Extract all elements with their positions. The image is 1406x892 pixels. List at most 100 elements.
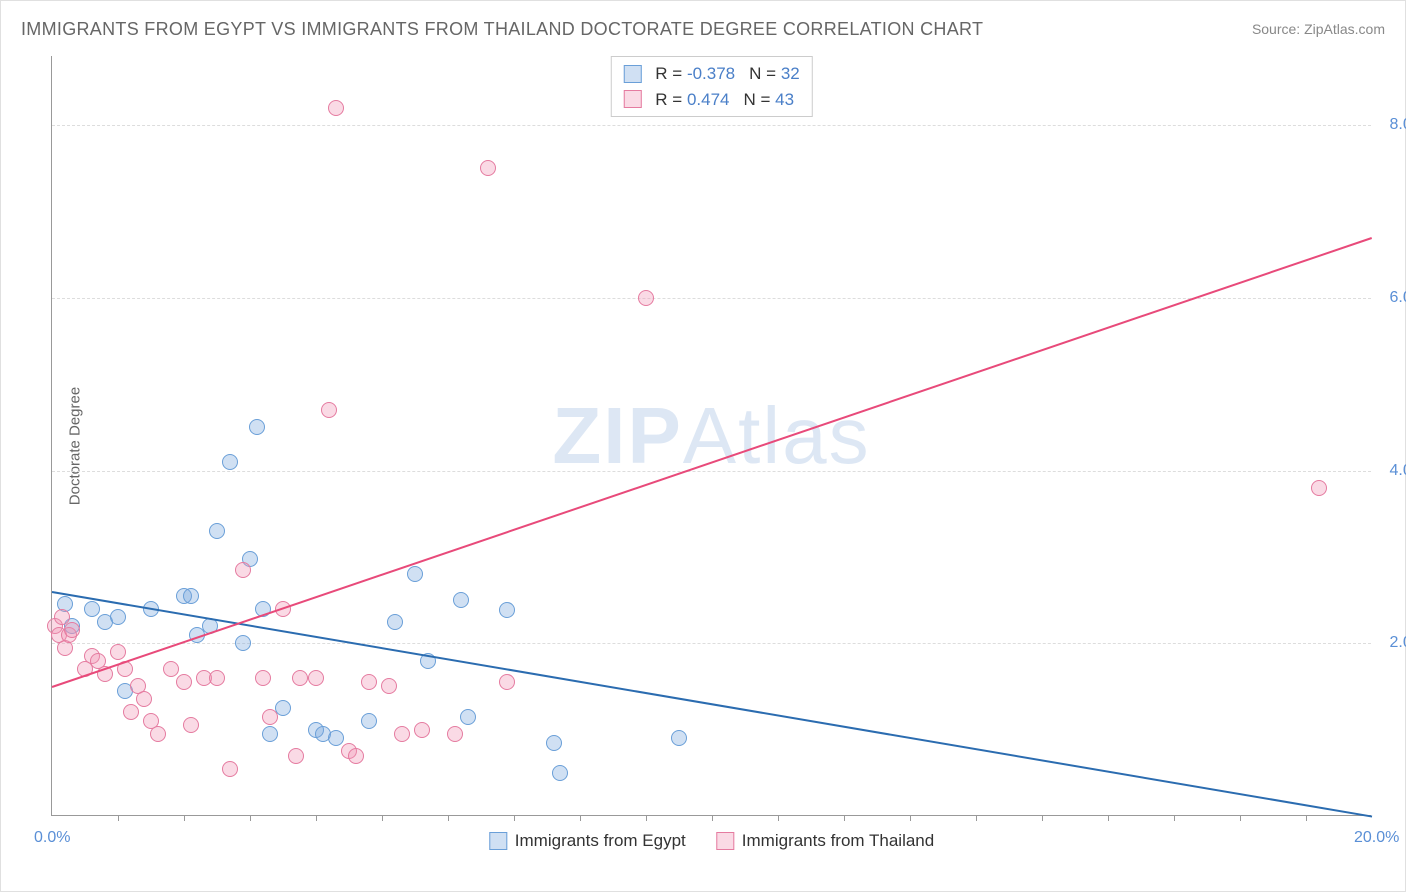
data-point [209, 670, 225, 686]
x-tick [316, 815, 317, 821]
data-point [235, 635, 251, 651]
data-point [262, 726, 278, 742]
data-point [499, 674, 515, 690]
data-point [136, 691, 152, 707]
stat-r-thailand: 0.474 [687, 90, 730, 109]
trend-line [52, 237, 1373, 688]
x-tick [514, 815, 515, 821]
data-point [288, 748, 304, 764]
data-point [123, 704, 139, 720]
data-point [328, 100, 344, 116]
legend-swatch-thailand [716, 832, 734, 850]
x-tick-label: 0.0% [34, 829, 70, 847]
x-tick [382, 815, 383, 821]
x-tick [1042, 815, 1043, 821]
data-point [84, 601, 100, 617]
data-point [394, 726, 410, 742]
data-point [552, 765, 568, 781]
data-point [183, 717, 199, 733]
stat-r-label-2: R = [655, 90, 682, 109]
data-point [381, 678, 397, 694]
grid-line [52, 298, 1371, 299]
x-tick [1108, 815, 1109, 821]
data-point [249, 419, 265, 435]
y-tick-label: 8.0% [1390, 116, 1406, 134]
chart-title: IMMIGRANTS FROM EGYPT VS IMMIGRANTS FROM… [21, 19, 983, 40]
watermark-bold: ZIP [552, 391, 682, 480]
stat-r-label: R = [655, 64, 682, 83]
y-tick-label: 4.0% [1390, 462, 1406, 480]
data-point [361, 674, 377, 690]
data-point [638, 290, 654, 306]
data-point [209, 523, 225, 539]
legend-item-thailand: Immigrants from Thailand [716, 831, 934, 851]
y-tick-label: 2.0% [1390, 634, 1406, 652]
x-tick [1174, 815, 1175, 821]
x-tick-label: 20.0% [1354, 829, 1399, 847]
data-point [321, 402, 337, 418]
data-point [361, 713, 377, 729]
x-tick [910, 815, 911, 821]
data-point [110, 609, 126, 625]
data-point [64, 622, 80, 638]
legend-label-thailand: Immigrants from Thailand [742, 831, 934, 851]
data-point [414, 722, 430, 738]
stats-row-thailand: R = 0.474 N = 43 [623, 87, 799, 113]
grid-line [52, 471, 1371, 472]
watermark: ZIPAtlas [552, 390, 870, 482]
x-tick [580, 815, 581, 821]
data-point [235, 562, 251, 578]
x-tick [118, 815, 119, 821]
data-point [407, 566, 423, 582]
y-tick-label: 6.0% [1390, 289, 1406, 307]
stat-n-label: N = [749, 64, 776, 83]
chart-container: IMMIGRANTS FROM EGYPT VS IMMIGRANTS FROM… [0, 0, 1406, 892]
stats-box: R = -0.378 N = 32 R = 0.474 N = 43 [610, 56, 812, 117]
stat-n-egypt: 32 [781, 64, 800, 83]
data-point [546, 735, 562, 751]
grid-line [52, 125, 1371, 126]
data-point [176, 674, 192, 690]
data-point [1311, 480, 1327, 496]
x-tick [844, 815, 845, 821]
data-point [222, 454, 238, 470]
data-point [308, 670, 324, 686]
watermark-light: Atlas [683, 391, 871, 480]
data-point [150, 726, 166, 742]
data-point [348, 748, 364, 764]
plot-area: ZIPAtlas R = -0.378 N = 32 R = 0.474 N =… [51, 56, 1371, 816]
legend-item-egypt: Immigrants from Egypt [489, 831, 686, 851]
legend-swatch-egypt [489, 832, 507, 850]
data-point [222, 761, 238, 777]
x-tick [184, 815, 185, 821]
stat-n-label-2: N = [743, 90, 770, 109]
x-tick [250, 815, 251, 821]
bottom-legend: Immigrants from Egypt Immigrants from Th… [489, 831, 934, 851]
data-point [292, 670, 308, 686]
data-point [328, 730, 344, 746]
source-attribution: Source: ZipAtlas.com [1252, 21, 1385, 37]
stat-r-egypt: -0.378 [687, 64, 735, 83]
data-point [499, 602, 515, 618]
x-tick [448, 815, 449, 821]
trend-line [52, 591, 1372, 818]
data-point [671, 730, 687, 746]
x-tick [976, 815, 977, 821]
data-point [110, 644, 126, 660]
stats-row-egypt: R = -0.378 N = 32 [623, 61, 799, 87]
data-point [447, 726, 463, 742]
data-point [453, 592, 469, 608]
legend-label-egypt: Immigrants from Egypt [515, 831, 686, 851]
data-point [387, 614, 403, 630]
stat-n-thailand: 43 [775, 90, 794, 109]
x-tick [712, 815, 713, 821]
x-tick [778, 815, 779, 821]
data-point [183, 588, 199, 604]
data-point [262, 709, 278, 725]
data-point [460, 709, 476, 725]
data-point [255, 670, 271, 686]
x-tick [1240, 815, 1241, 821]
x-tick [646, 815, 647, 821]
swatch-thailand [623, 90, 641, 108]
data-point [480, 160, 496, 176]
